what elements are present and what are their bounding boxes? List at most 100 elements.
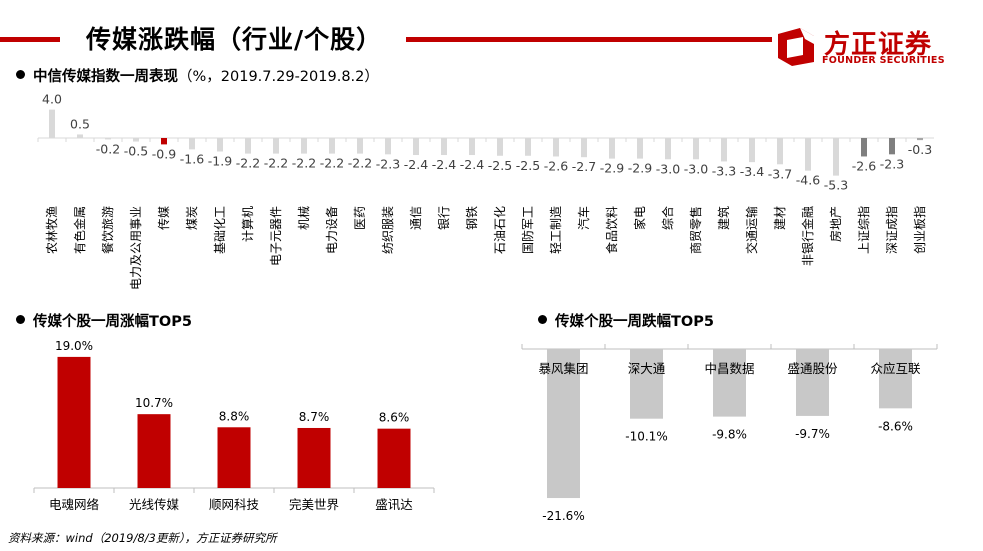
bar <box>525 138 531 156</box>
bar <box>553 138 559 157</box>
data-label: -2.3 <box>880 156 904 171</box>
data-label: -0.5 <box>124 144 148 159</box>
category-label: 综合 <box>660 206 675 230</box>
category-label: 完美世界 <box>289 497 340 512</box>
section-subtitle: （%，2019.7.29-2019.8.2） <box>178 69 379 85</box>
category-label: 深证成指 <box>884 206 899 254</box>
category-label: 上证综指 <box>856 206 871 254</box>
bar <box>833 138 839 176</box>
data-label: -1.9 <box>208 153 232 168</box>
bar <box>49 109 55 138</box>
founder-logo-icon <box>778 28 814 66</box>
category-label: 盛讯达 <box>375 497 413 512</box>
category-label: 煤炭 <box>185 206 199 230</box>
bar <box>413 138 419 156</box>
category-label: 石油石化 <box>493 206 507 254</box>
category-label: 纺织服装 <box>381 206 395 254</box>
category-label: 电魂网络 <box>49 497 100 512</box>
bar <box>469 138 475 156</box>
bar <box>329 138 335 154</box>
section-title: 中信传媒指数一周表现 <box>33 69 178 85</box>
bar <box>805 138 811 171</box>
header-rule-left <box>0 37 60 42</box>
category-label: 农林牧渔 <box>45 206 59 254</box>
category-label: 机械 <box>296 206 311 230</box>
category-label: 建筑 <box>716 206 731 230</box>
bar <box>189 138 195 150</box>
bar <box>297 427 331 488</box>
bullet-icon <box>538 315 547 324</box>
data-label: 8.8% <box>219 409 250 423</box>
category-label: 银行 <box>437 206 451 230</box>
category-label: 众应互联 <box>870 361 921 376</box>
data-label: -2.2 <box>292 156 316 171</box>
data-label: -2.4 <box>460 157 484 172</box>
category-label: 电子元器件 <box>269 206 283 266</box>
logo-name-en: FOUNDER SECURITIES <box>822 55 945 66</box>
data-label: -0.2 <box>96 141 120 156</box>
bar <box>547 349 580 499</box>
category-label: 轻工制造 <box>549 206 563 254</box>
data-label: -4.6 <box>796 173 820 188</box>
page-title: 传媒涨跌幅（行业/个股） <box>86 25 383 54</box>
data-label: -0.3 <box>908 142 932 157</box>
category-label: 建材 <box>773 206 787 230</box>
data-label: 19.0% <box>55 339 93 353</box>
data-label: -2.2 <box>264 156 288 171</box>
category-label: 电力及公用事业 <box>129 206 143 290</box>
category-label: 中昌数据 <box>704 361 754 376</box>
bar <box>245 138 251 154</box>
category-label: 交通运输 <box>744 206 759 254</box>
data-label: -2.6 <box>852 158 876 173</box>
section-top-losers: 传媒个股一周跌幅TOP5 <box>538 310 714 331</box>
category-label: 家电 <box>632 206 647 230</box>
category-label: 餐饮旅游 <box>100 206 115 254</box>
category-label: 钢铁 <box>465 206 479 230</box>
data-label: -2.2 <box>320 156 344 171</box>
data-label: -3.0 <box>684 161 708 176</box>
data-label: 10.7% <box>135 396 173 410</box>
category-label: 非银行金融 <box>800 206 815 266</box>
bar <box>609 138 615 159</box>
data-label: -2.6 <box>544 158 568 173</box>
bar <box>861 138 867 157</box>
data-label: -5.3 <box>824 178 848 193</box>
category-label: 创业板指 <box>912 206 927 254</box>
data-label: -9.7% <box>795 427 830 441</box>
bar <box>665 138 671 160</box>
bar <box>137 414 171 488</box>
bar <box>581 138 587 158</box>
category-label: 房地产 <box>828 206 843 242</box>
data-label: -2.2 <box>236 156 260 171</box>
bar <box>105 138 111 140</box>
bullet-icon <box>16 70 25 79</box>
category-label: 医药 <box>353 206 367 230</box>
category-label: 盛通股份 <box>787 361 838 376</box>
bar <box>273 138 279 154</box>
data-label: -3.0 <box>656 161 680 176</box>
category-label: 有色金属 <box>72 206 87 254</box>
data-label: -3.3 <box>712 163 736 178</box>
bar <box>385 138 391 155</box>
section-title: 传媒个股一周跌幅TOP5 <box>555 314 714 330</box>
data-label: -2.4 <box>404 157 428 172</box>
bar <box>630 349 663 419</box>
data-label: -0.9 <box>152 146 176 161</box>
data-label: -2.4 <box>432 157 456 172</box>
data-label: -2.9 <box>628 161 652 176</box>
logo-name-cn: 方正证券 <box>824 30 933 60</box>
bar <box>777 138 783 165</box>
bar <box>217 138 223 152</box>
bar <box>357 138 363 154</box>
bar <box>377 428 411 488</box>
data-label: -2.3 <box>376 156 400 171</box>
data-label: -9.8% <box>712 428 747 442</box>
bar <box>301 138 307 154</box>
category-label: 电力设备 <box>325 206 339 254</box>
header-rule-right <box>406 37 772 42</box>
bar <box>57 356 91 488</box>
bar <box>721 138 727 162</box>
section-top-gainers: 传媒个股一周涨幅TOP5 <box>16 310 192 331</box>
bar <box>637 138 643 159</box>
